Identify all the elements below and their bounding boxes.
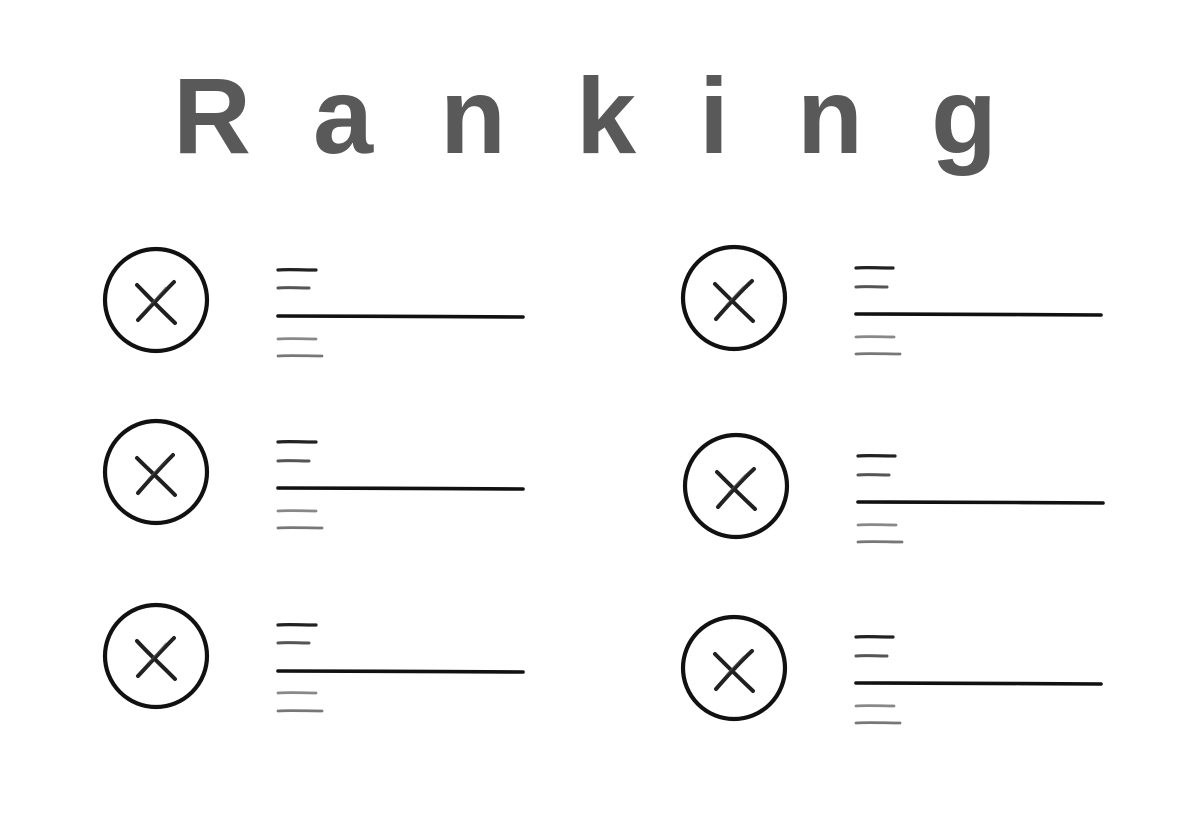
ranking-item — [100, 416, 560, 546]
text-placeholder — [276, 439, 525, 530]
avatar-placeholder — [682, 432, 790, 540]
avatar-placeholder — [102, 602, 210, 710]
text-placeholder — [276, 622, 525, 713]
title-letter: g — [931, 55, 997, 176]
title-letter: k — [575, 55, 637, 176]
avatar-placeholder — [680, 244, 788, 352]
ranking-item — [678, 242, 1138, 372]
page-title: R a n k i n g — [0, 56, 1200, 176]
text-placeholder — [854, 265, 1103, 356]
ranking-item — [678, 612, 1138, 742]
ranking-item — [100, 600, 560, 730]
text-placeholder — [276, 267, 525, 358]
ranking-item — [680, 430, 1140, 560]
avatar-placeholder — [102, 246, 210, 354]
avatar-placeholder — [680, 614, 788, 722]
title-letter: n — [440, 55, 506, 176]
title-letter: a — [312, 55, 374, 176]
avatar-placeholder — [102, 418, 210, 526]
text-placeholder — [854, 634, 1103, 725]
title-letter: i — [698, 55, 730, 176]
text-placeholder — [856, 453, 1105, 544]
title-letter: R — [173, 55, 251, 176]
ranking-item — [100, 244, 560, 374]
title-letter: n — [797, 55, 863, 176]
